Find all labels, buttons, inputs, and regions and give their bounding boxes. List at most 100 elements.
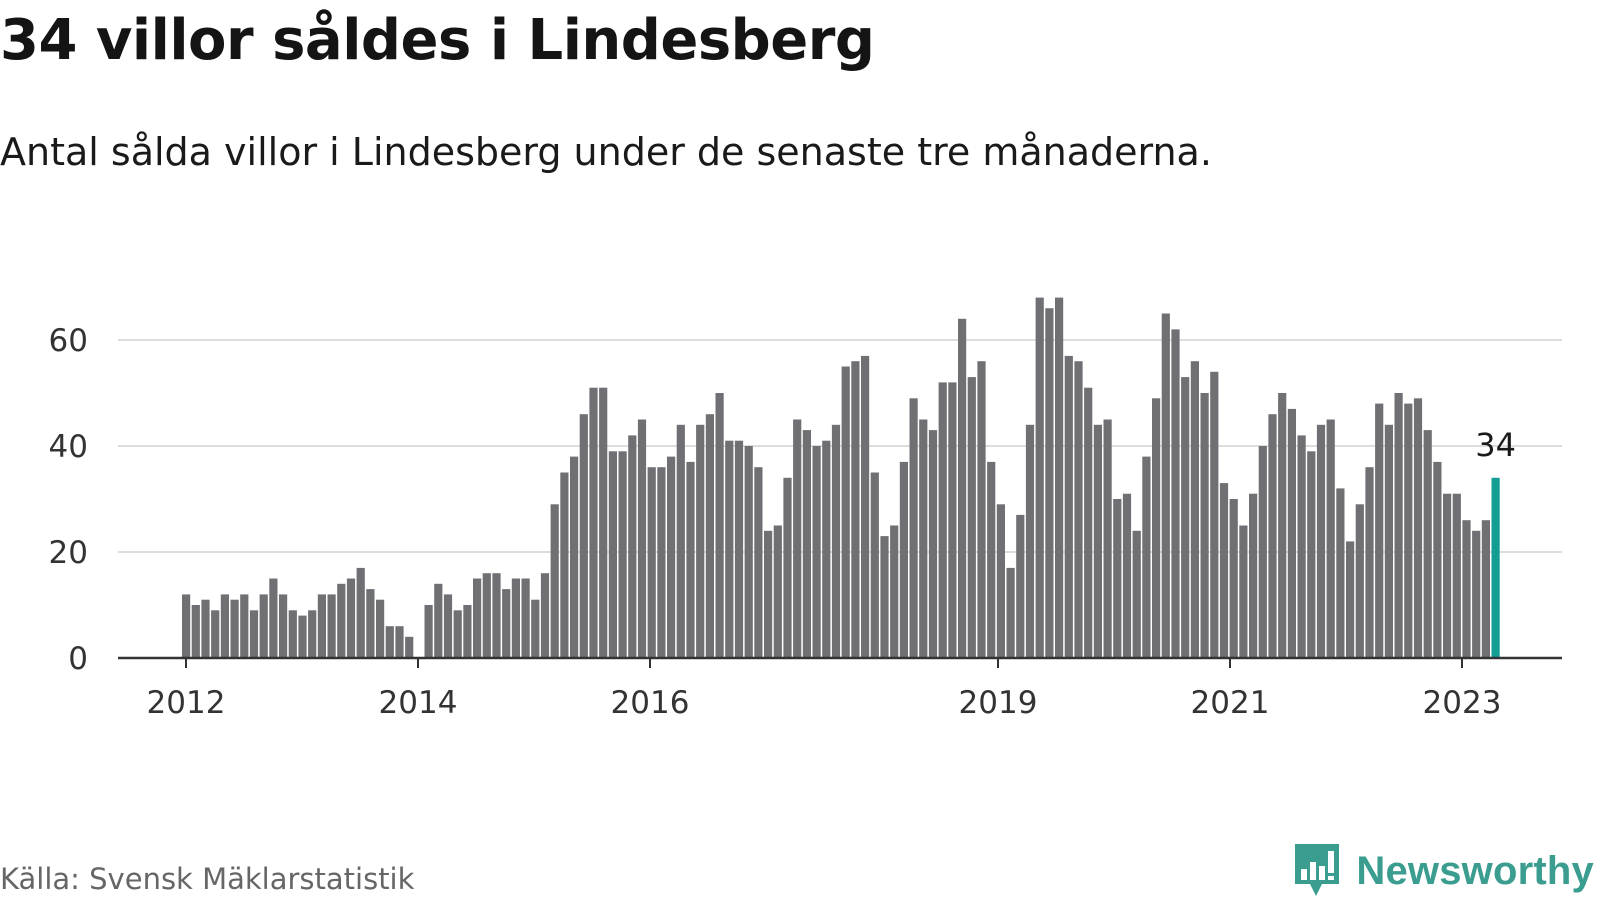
bar xyxy=(1093,424,1102,658)
bar xyxy=(764,530,773,658)
bar xyxy=(1404,403,1413,658)
bar xyxy=(1190,361,1199,658)
source-note: Källa: Svensk Mäklarstatistik xyxy=(0,862,415,896)
bar xyxy=(1336,488,1345,658)
bar xyxy=(1384,424,1393,658)
bar xyxy=(317,594,326,658)
bar xyxy=(1268,414,1277,658)
bar xyxy=(1355,504,1364,658)
bar xyxy=(1307,451,1316,658)
chart-subtitle: Antal sålda villor i Lindesberg under de… xyxy=(0,130,1212,174)
x-tick-label: 2023 xyxy=(1423,685,1502,721)
bar xyxy=(1229,499,1238,658)
bar xyxy=(967,377,976,658)
bar xyxy=(1297,435,1306,658)
bar xyxy=(1045,308,1054,658)
bar xyxy=(356,567,365,658)
bar xyxy=(1394,393,1403,658)
bar xyxy=(1462,520,1471,658)
bar xyxy=(269,578,278,658)
bar xyxy=(1025,424,1035,658)
bar xyxy=(705,414,714,658)
bar xyxy=(608,451,617,658)
bar xyxy=(928,430,938,658)
y-tick-label: 60 xyxy=(49,323,88,359)
bar xyxy=(725,440,734,658)
bar xyxy=(1316,424,1326,658)
bar xyxy=(482,573,491,658)
bar xyxy=(531,599,540,658)
bar xyxy=(880,536,889,658)
bar xyxy=(540,573,550,658)
bar xyxy=(1278,393,1287,658)
bar xyxy=(744,446,753,658)
bar xyxy=(841,366,850,658)
bar xyxy=(1365,467,1374,658)
x-tick-label: 2019 xyxy=(959,685,1038,721)
bar xyxy=(473,578,482,658)
bar xyxy=(279,594,288,658)
bar xyxy=(1472,530,1481,658)
bar xyxy=(259,594,268,658)
bar xyxy=(851,361,860,658)
bar xyxy=(657,467,666,658)
y-tick-label: 0 xyxy=(68,641,88,677)
bar xyxy=(599,387,608,658)
bar xyxy=(560,472,569,658)
bar xyxy=(327,594,336,658)
bar xyxy=(686,461,695,658)
bar xyxy=(249,610,259,658)
y-tick-label: 40 xyxy=(49,429,88,465)
bar xyxy=(376,599,385,658)
bar xyxy=(1452,493,1461,658)
bar xyxy=(1142,456,1151,658)
bar xyxy=(977,361,986,658)
bar xyxy=(1375,403,1384,658)
bar xyxy=(298,615,307,658)
bar xyxy=(201,599,210,658)
bar xyxy=(1219,483,1229,658)
bar xyxy=(288,610,297,658)
bar xyxy=(1016,514,1025,658)
bar xyxy=(1113,499,1122,658)
bar xyxy=(1161,313,1170,658)
bar xyxy=(1200,393,1209,658)
bar xyxy=(1171,329,1180,658)
bar xyxy=(211,610,220,658)
bar xyxy=(240,594,249,658)
bar xyxy=(502,589,511,658)
bar xyxy=(1055,297,1064,658)
bar xyxy=(434,583,443,658)
bar xyxy=(909,398,918,658)
bar xyxy=(667,456,676,658)
bar xyxy=(938,382,947,658)
bar xyxy=(346,578,356,658)
x-tick-label: 2016 xyxy=(611,685,690,721)
bar xyxy=(802,430,811,658)
bar xyxy=(647,467,656,658)
bar xyxy=(191,605,200,658)
bar xyxy=(996,504,1005,658)
bar xyxy=(385,626,394,658)
bar xyxy=(570,456,579,658)
bar xyxy=(890,525,899,658)
bar xyxy=(696,424,705,658)
bar xyxy=(1258,446,1267,658)
bar xyxy=(676,424,685,658)
bar xyxy=(366,589,375,658)
value-annotation: 34 xyxy=(1475,426,1516,464)
bar xyxy=(831,424,841,658)
bar xyxy=(1152,398,1161,658)
bar xyxy=(637,419,647,658)
bar xyxy=(870,472,879,658)
y-tick-label: 20 xyxy=(49,535,88,571)
bar xyxy=(773,525,782,658)
bar xyxy=(337,583,346,658)
bar xyxy=(521,578,530,658)
bar xyxy=(734,440,744,658)
bar xyxy=(1103,419,1112,658)
bar xyxy=(511,578,520,658)
bar xyxy=(220,594,229,658)
bar xyxy=(1239,525,1248,658)
bar xyxy=(987,461,996,658)
